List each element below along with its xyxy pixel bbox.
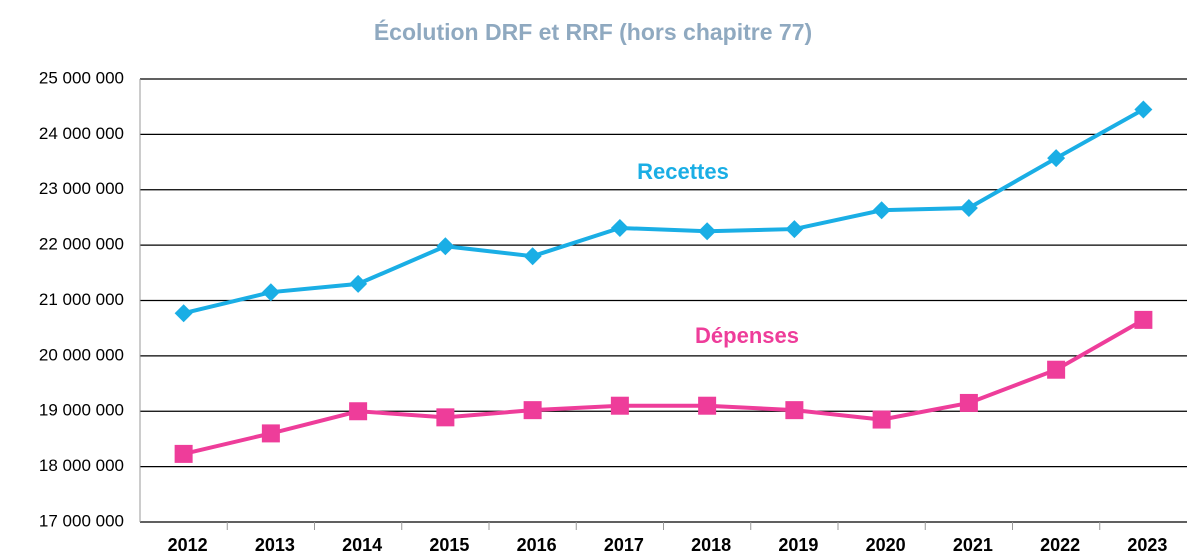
y-tick-label: 17 000 000	[39, 511, 124, 530]
marker	[698, 222, 717, 241]
y-tick-label: 21 000 000	[39, 290, 124, 309]
y-tick-label: 20 000 000	[39, 345, 124, 364]
series-label: Dépenses	[695, 323, 799, 348]
x-tick-label: 2021	[953, 535, 993, 555]
y-tick-label: 25 000 000	[39, 68, 124, 87]
y-tick-label: 23 000 000	[39, 179, 124, 198]
marker	[698, 396, 717, 415]
series-label: Recettes	[637, 159, 729, 184]
marker	[872, 201, 891, 220]
series-line	[183, 318, 1145, 456]
y-tick-label: 22 000 000	[39, 235, 124, 254]
x-tick-label: 2014	[342, 535, 382, 555]
chart-title: Écolution DRF et RRF (hors chapitre 77)	[374, 18, 812, 45]
x-tick-label: 2013	[255, 535, 295, 555]
marker	[261, 283, 280, 302]
marker	[436, 237, 455, 256]
marker	[610, 396, 629, 415]
marker	[785, 401, 804, 420]
x-tick-label: 2019	[778, 535, 818, 555]
marker	[349, 274, 368, 293]
y-tick-label: 24 000 000	[39, 124, 124, 143]
marker	[261, 424, 280, 443]
x-tick-label: 2012	[168, 535, 208, 555]
x-tick-label: 2023	[1127, 535, 1167, 555]
x-tick-label: 2015	[429, 535, 469, 555]
marker	[959, 393, 978, 412]
marker	[610, 218, 629, 237]
x-tick-label: 2017	[604, 535, 644, 555]
marker	[1134, 100, 1153, 119]
marker	[174, 304, 193, 323]
y-tick-label: 18 000 000	[39, 456, 124, 475]
x-tick-label: 2020	[866, 535, 906, 555]
marker	[436, 408, 455, 427]
marker	[1134, 310, 1153, 329]
marker	[1047, 149, 1066, 168]
marker	[959, 199, 978, 218]
x-tick-label: 2016	[517, 535, 557, 555]
marker	[1047, 360, 1066, 379]
marker	[872, 410, 891, 429]
x-tick-label: 2018	[691, 535, 731, 555]
marker	[785, 220, 804, 239]
y-tick-label: 19 000 000	[39, 401, 124, 420]
marker	[523, 247, 542, 266]
x-tick-label: 2022	[1040, 535, 1080, 555]
marker	[523, 401, 542, 420]
series-line	[183, 107, 1145, 316]
marker	[349, 402, 368, 421]
marker	[174, 444, 193, 463]
